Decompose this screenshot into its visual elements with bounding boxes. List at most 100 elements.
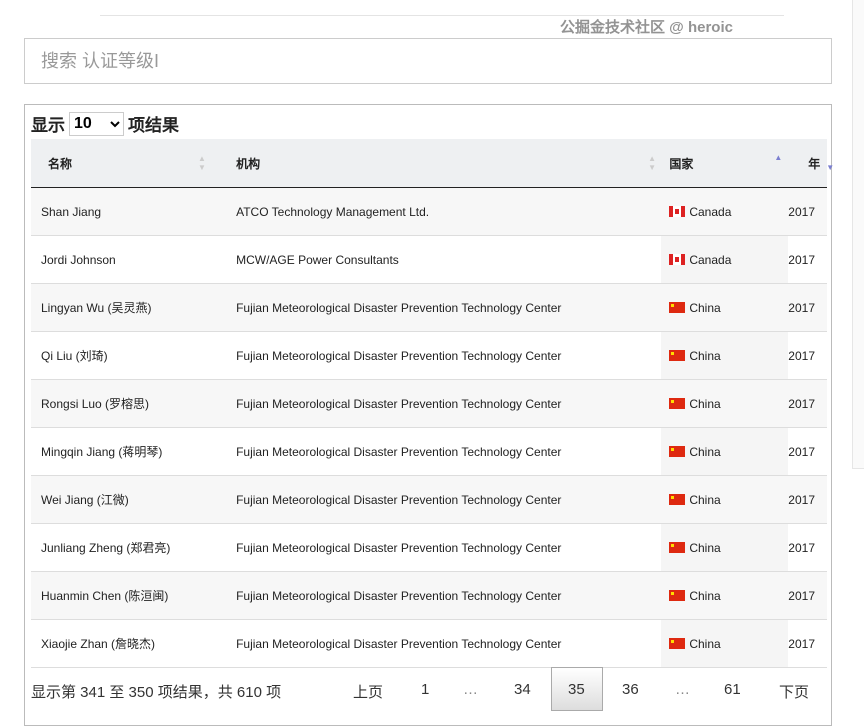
country-label: China xyxy=(689,444,721,459)
canada-flag-icon xyxy=(669,205,686,217)
cell-name: Qi Liu (刘琦) xyxy=(31,331,229,380)
side-panel-edge xyxy=(852,0,864,469)
cell-country: Canada xyxy=(661,235,789,284)
canada-flag-icon xyxy=(669,253,686,265)
page-button[interactable]: 34 xyxy=(514,681,531,698)
page-button-active[interactable]: 35 xyxy=(568,681,585,698)
cell-name: Mingqin Jiang (蒋明琴) xyxy=(31,427,229,476)
cell-country: China xyxy=(661,427,789,476)
page-button[interactable]: 61 xyxy=(724,681,741,698)
length-suffix: 项结果 xyxy=(128,116,179,135)
table-row: Qi Liu (刘琦) Fujian Meteorological Disast… xyxy=(31,331,827,380)
cell-year: 2017 xyxy=(788,619,827,668)
length-prefix: 显示 xyxy=(31,116,65,135)
cell-year: 2017 xyxy=(788,427,827,476)
cell-country: China xyxy=(661,523,789,572)
cell-year: 2017 xyxy=(788,379,827,428)
cell-year: 2017 xyxy=(788,571,827,620)
page-button[interactable]: 1 xyxy=(421,681,430,698)
table-row: Huanmin Chen (陈洹闽) Fujian Meteorological… xyxy=(31,571,827,620)
country-label: China xyxy=(689,636,721,651)
table-info: 显示第 341 至 350 项结果，共 610 项 xyxy=(31,684,282,701)
cell-name: Huanmin Chen (陈洹闽) xyxy=(31,571,229,620)
cell-org: Fujian Meteorological Disaster Preventio… xyxy=(228,523,662,572)
results-table-panel: 显示 10 项结果 名称 ▲ ▼ 机构 ▲ ▼ 国家 ▲ 年 ▼ Shan Jiang AT… xyxy=(24,104,834,726)
country-label: China xyxy=(689,540,721,555)
china-flag-icon xyxy=(669,349,686,361)
sort-both-icon: ▲ ▼ xyxy=(198,154,206,172)
page-length-select[interactable]: 10 xyxy=(69,111,124,136)
china-flag-icon xyxy=(669,301,686,313)
cell-country: China xyxy=(661,379,789,428)
cell-org: Fujian Meteorological Disaster Preventio… xyxy=(228,427,662,476)
cell-country: China xyxy=(661,475,789,524)
china-flag-icon xyxy=(669,493,686,505)
watermark: 公掘金技术社区 @ heroic xyxy=(560,19,733,36)
country-label: China xyxy=(689,492,721,507)
column-header-name[interactable]: 名称 ▲ ▼ xyxy=(31,139,229,188)
cell-name: Wei Jiang (江微) xyxy=(31,475,229,524)
china-flag-icon xyxy=(669,445,686,457)
column-header-country[interactable]: 国家 ▲ xyxy=(661,139,789,188)
country-label: China xyxy=(689,348,721,363)
country-label: Canada xyxy=(689,204,732,219)
table-row: Mingqin Jiang (蒋明琴) Fujian Meteorologica… xyxy=(31,427,827,476)
cell-year: 2017 xyxy=(788,283,827,332)
column-header-org[interactable]: 机构 ▲ ▼ xyxy=(228,139,662,188)
cell-country: China xyxy=(661,283,789,332)
cell-country: China xyxy=(661,619,789,668)
cell-year: 2017 xyxy=(788,475,827,524)
divider xyxy=(100,15,784,16)
page-length-control: 显示 10 项结果 xyxy=(31,111,179,136)
china-flag-icon xyxy=(669,589,686,601)
country-label: China xyxy=(689,300,721,315)
table-row: Shan Jiang ATCO Technology Management Lt… xyxy=(31,187,827,236)
sort-both-icon: ▲ ▼ xyxy=(648,154,657,172)
cell-year: 2017 xyxy=(788,235,827,284)
page-button[interactable]: 36 xyxy=(622,681,639,698)
cell-country: Canada xyxy=(661,187,789,236)
cell-org: MCW/AGE Power Consultants xyxy=(228,235,662,284)
ellipsis: … xyxy=(463,681,478,698)
table-row: Jordi Johnson MCW/AGE Power Consultants … xyxy=(31,235,827,284)
column-header-year[interactable]: 年 ▼ xyxy=(788,139,834,188)
china-flag-icon xyxy=(669,397,686,409)
china-flag-icon xyxy=(669,637,686,649)
results-table: 名称 ▲ ▼ 机构 ▲ ▼ 国家 ▲ 年 ▼ Shan Jiang ATCO Technol… xyxy=(31,139,834,668)
cell-name: Rongsi Luo (罗榕思) xyxy=(31,379,229,428)
cell-year: 2017 xyxy=(788,523,827,572)
cell-org: Fujian Meteorological Disaster Preventio… xyxy=(228,283,662,332)
cell-year: 2017 xyxy=(788,331,827,380)
cell-org: Fujian Meteorological Disaster Preventio… xyxy=(228,379,662,428)
cell-name: Jordi Johnson xyxy=(31,235,229,284)
china-flag-icon xyxy=(669,541,686,553)
cell-country: China xyxy=(661,331,789,380)
cell-name: Junliang Zheng (郑君亮) xyxy=(31,523,229,572)
cell-name: Lingyan Wu (吴灵燕) xyxy=(31,283,229,332)
table-row: Lingyan Wu (吴灵燕) Fujian Meteorological D… xyxy=(31,283,827,332)
prev-page-button[interactable]: 上页 xyxy=(353,684,384,701)
table-row: Xiaojie Zhan (詹晓杰) Fujian Meteorological… xyxy=(31,619,827,668)
cell-org: Fujian Meteorological Disaster Preventio… xyxy=(228,619,662,668)
table-row: Rongsi Luo (罗榕思) Fujian Meteorological D… xyxy=(31,379,827,428)
cell-name: Xiaojie Zhan (詹晓杰) xyxy=(31,619,229,668)
cell-year: 2017 xyxy=(788,187,827,236)
cell-org: Fujian Meteorological Disaster Preventio… xyxy=(228,571,662,620)
table-row: Wei Jiang (江微) Fujian Meteorological Dis… xyxy=(31,475,827,524)
country-label: China xyxy=(689,396,721,411)
next-page-button[interactable]: 下页 xyxy=(779,684,810,701)
search-input[interactable] xyxy=(25,39,837,83)
country-label: Canada xyxy=(689,252,732,267)
cell-org: Fujian Meteorological Disaster Preventio… xyxy=(228,475,662,524)
sort-desc-icon: ▼ xyxy=(826,163,835,172)
table-row: Junliang Zheng (郑君亮) Fujian Meteorologic… xyxy=(31,523,827,572)
cell-name: Shan Jiang xyxy=(31,187,229,236)
cell-org: Fujian Meteorological Disaster Preventio… xyxy=(228,331,662,380)
cell-org: ATCO Technology Management Ltd. xyxy=(228,187,662,236)
sort-asc-icon: ▲ xyxy=(774,153,783,162)
country-label: China xyxy=(689,588,721,603)
ellipsis: … xyxy=(675,681,690,698)
cell-country: China xyxy=(661,571,789,620)
active-page-highlight xyxy=(551,667,603,711)
search-box[interactable] xyxy=(24,38,837,84)
